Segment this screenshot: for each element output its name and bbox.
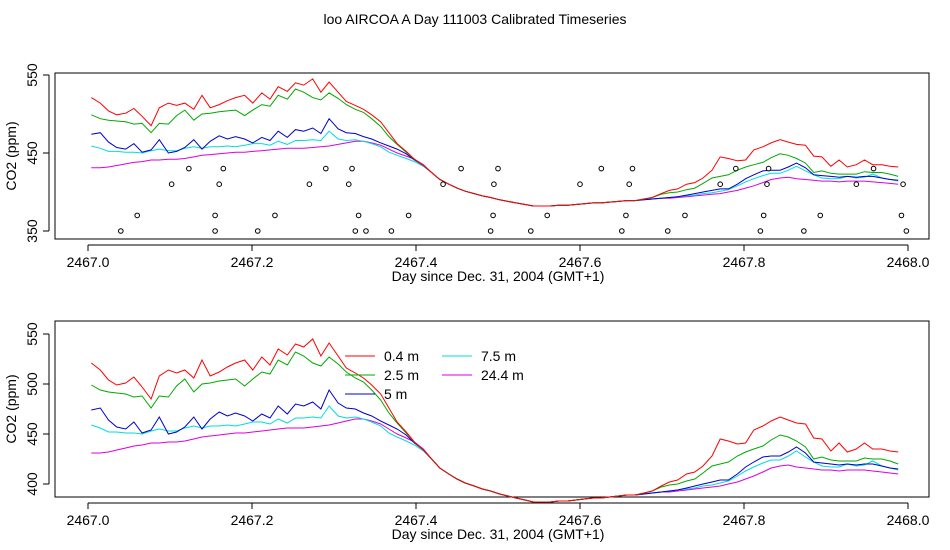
panel1-marker-point [352,228,359,234]
panel2-x-tick-label-2: 2467.4 [395,512,438,528]
panel1-marker-point [363,228,369,234]
panel1-marker-point [254,228,261,234]
panel1-marker-point [870,165,877,172]
panel1-y-tick-label-2: 550 [24,63,40,87]
panel1-marker-point [757,228,764,234]
panel1-y-tick-label-0: 350 [24,219,40,243]
panel2-y-tick-label-2: 500 [24,372,40,396]
panel1-marker-point [898,212,905,219]
panel1-x-tick-label-5: 2468.0 [887,254,930,270]
panel2-x-tick-label-1: 2467.2 [231,512,274,528]
panel1-marker-point [118,228,124,234]
panel1-marker-point [134,212,140,219]
panel1-marker-point [626,181,633,187]
panel2-y-axis-label: CO2 (ppm) [3,374,19,443]
panel2-x-tick-label-3: 2467.6 [559,512,602,528]
panel2-series-line-7-5-m [91,405,899,503]
panel1-marker-point [817,212,824,219]
panel1-marker-point [717,181,724,187]
panel1-marker-point [801,228,807,234]
panel1-marker-point [491,181,497,187]
panel1-marker-point [619,228,625,234]
panel1-y-axis-label: CO2 (ppm) [3,121,19,190]
panel1-marker-point [405,212,412,219]
panel2-x-tick-label-4: 2467.8 [723,512,766,528]
panel1-marker-point [487,228,494,234]
panel1-marker-point [212,228,218,234]
panel1-marker-point [168,181,175,187]
legend-label-24-4-m: 24.4 m [481,367,524,383]
legend-label-2-5-m: 2.5 m [384,367,419,383]
panel1-marker-point [345,181,352,187]
panel1-marker-point [664,228,671,234]
panel1-x-tick-label-3: 2467.6 [559,254,602,270]
panel2-y-tick-label-1: 450 [24,422,40,446]
panel1-marker-point [544,212,551,219]
chart-title: loo AIRCOA A Day 111003 Calibrated Times… [323,11,627,27]
panel1-x-tick-label-2: 2467.4 [395,254,438,270]
panel1-y-tick-label-1: 450 [24,141,40,165]
panel1-marker-point [598,165,605,172]
panel1-marker-point [490,212,496,219]
panel1-marker-point [323,165,329,172]
panel1-marker-point [495,165,501,172]
panel1-marker-point [220,165,227,172]
panel1-marker-point [440,181,446,187]
panel1-marker-point [349,165,355,172]
panel1-marker-point [212,212,218,219]
panel1-marker-point [853,181,860,187]
panel1-marker-point [682,212,688,219]
panel1-x-tick-label-0: 2467.0 [67,254,110,270]
panel1-marker-point [577,181,583,187]
panel1-plot-frame [54,72,930,240]
panel1-series-line-7-5-m [91,130,899,207]
panel1-marker-point [760,212,767,219]
panel2-x-axis-label: Day since Dec. 31, 2004 (GMT+1) [392,526,605,542]
panel2-x-tick-label-0: 2467.0 [67,512,110,528]
panel2-series-line-5-m [91,388,899,503]
panel1-marker-point [216,181,222,187]
legend-label-0-4-m: 0.4 m [384,348,419,364]
panel1-marker-point [733,165,739,172]
panel2-series-line-0-4-m [90,338,899,503]
panel1-x-axis-label: Day since Dec. 31, 2004 (GMT+1) [392,268,605,284]
panel1-series-line-5-m [91,117,899,207]
panel1-marker-point [629,165,636,172]
panel2-plot-frame [54,320,930,498]
panel1-marker-point [458,165,464,172]
panel1-marker-point [623,212,629,219]
panel2-y-tick-label-3: 550 [24,322,40,346]
panel1-marker-point [903,228,910,234]
panel1-marker-point [900,181,906,187]
panel1-series-line-0-4-m [91,78,899,207]
panel2-x-tick-label-5: 2468.0 [887,512,930,528]
legend-label-5-m: 5 m [384,386,407,402]
panel1-marker-point [186,165,192,172]
panel1-x-tick-label-1: 2467.2 [231,254,274,270]
panel1-x-tick-label-4: 2467.8 [723,254,766,270]
panel1-marker-point [388,228,395,234]
legend-label-7-5-m: 7.5 m [481,348,516,364]
panel1-marker-point [528,228,534,234]
panel1-marker-point [765,165,772,172]
panel1-marker-point [355,212,362,219]
panel2-y-tick-label-0: 400 [24,472,40,496]
panel1-marker-point [306,181,313,187]
panel1-marker-point [272,212,278,219]
panel1-marker-point [764,181,770,187]
